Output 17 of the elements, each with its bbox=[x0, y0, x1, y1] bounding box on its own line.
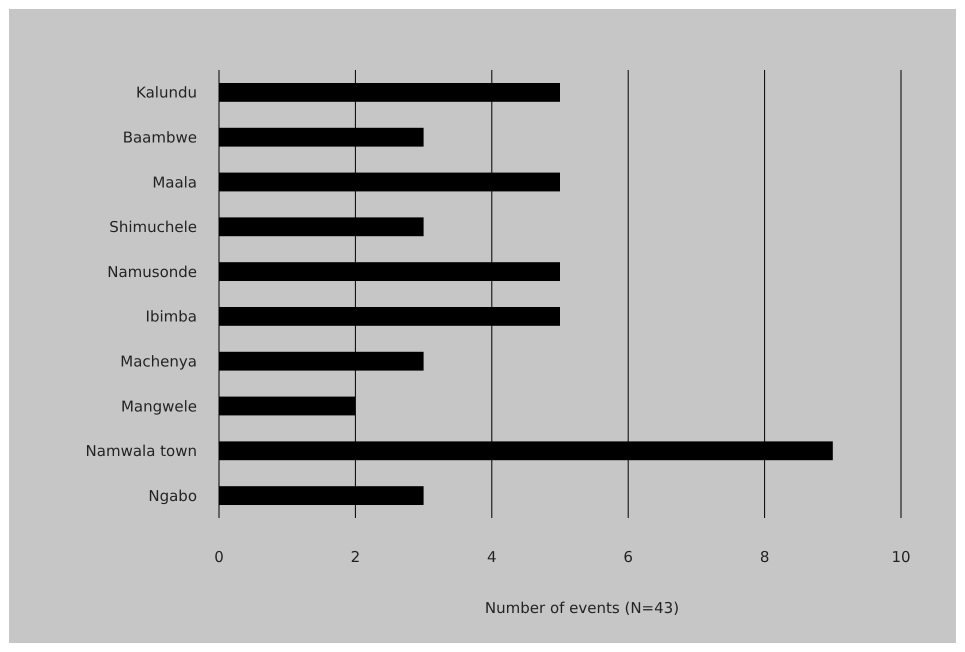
x-tick-label: 2 bbox=[350, 548, 360, 566]
x-tick-label: 8 bbox=[760, 548, 770, 566]
y-tick-label: Ibimba bbox=[146, 308, 197, 326]
x-tick-label: 6 bbox=[623, 548, 633, 566]
y-tick-label: Namwala town bbox=[86, 442, 197, 460]
y-tick-label: Namusonde bbox=[107, 262, 197, 281]
y-tick-label: Shimuchele bbox=[109, 218, 197, 236]
y-tick-label: Machenya bbox=[120, 352, 197, 370]
y-tick-label: Maala bbox=[152, 173, 197, 192]
x-axis-title: Number of events (N=43) bbox=[484, 599, 680, 617]
x-tick-label: 10 bbox=[891, 548, 911, 566]
y-tick-label: Ngabo bbox=[148, 486, 197, 505]
x-tick-label: 0 bbox=[214, 548, 224, 566]
y-tick-label: Baambwe bbox=[122, 128, 197, 146]
y-tick-label: Mangwele bbox=[120, 397, 197, 416]
x-tick-label: 4 bbox=[487, 548, 497, 566]
y-tick-label: Kalundu bbox=[136, 84, 197, 102]
